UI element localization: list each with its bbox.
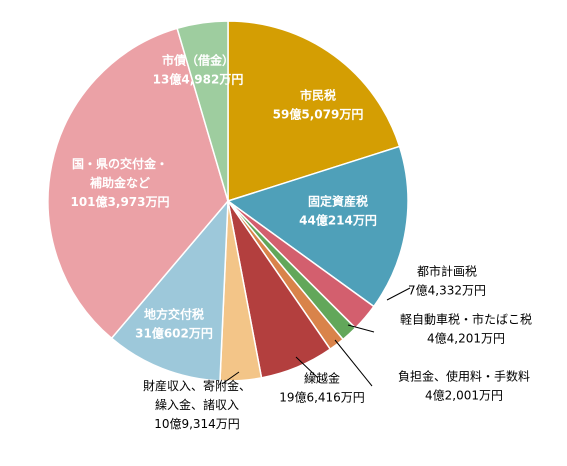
slice-name: 軽自動車税・市たばこ税	[400, 312, 532, 327]
slice-name: 固定資産税	[308, 194, 368, 209]
pie-slice	[47, 27, 229, 340]
slice-label: 市債（借金） 13億4,982万円	[153, 53, 244, 87]
slice-name: 財産収入、寄附金、	[143, 378, 251, 393]
leader-line	[334, 339, 373, 387]
slice-name: 補助金など	[89, 175, 150, 190]
slice-amount: 13億4,982万円	[153, 72, 244, 87]
slice-name: 繰越金	[304, 371, 340, 386]
leader-line	[221, 371, 240, 385]
slice-name: 繰入金、諸収入	[155, 397, 239, 412]
slice-amount: 4億4,201万円	[427, 332, 505, 346]
slice-name: 負担金、使用料・手数料	[398, 369, 530, 384]
leader-line	[295, 356, 319, 379]
slice-label: 財産収入、寄附金、繰入金、諸収入 10億9,314万円	[143, 378, 251, 431]
slice-label: 負担金、使用料・手数料 4億2,001万円	[398, 369, 530, 403]
slice-amount: 4億2,001万円	[425, 389, 503, 403]
slice-amount: 19億6,416万円	[279, 391, 365, 405]
slice-label: 固定資産税 44億214万円	[299, 194, 377, 228]
slice-amount: 101億3,973万円	[70, 194, 169, 209]
pie-slice	[227, 20, 401, 203]
pie-slice	[110, 198, 229, 382]
slice-label: 国・県の交付金・補助金など 101億3,973万円	[70, 156, 169, 209]
slice-name: 国・県の交付金・	[72, 156, 168, 171]
slice-name: 市債（借金）	[162, 53, 234, 68]
slice-label: 都市計画税 7億4,332万円	[408, 264, 486, 298]
slice-amount: 7億4,332万円	[408, 284, 486, 298]
slice-label: 地方交付税 31億602万円	[135, 307, 213, 341]
pie-slice	[176, 20, 229, 202]
slice-label: 市民税 59億5,079万円	[273, 88, 364, 122]
pie-slice	[226, 145, 409, 308]
slice-label: 軽自動車税・市たばこ税 4億4,201万円	[400, 312, 532, 346]
leader-line	[347, 324, 375, 333]
leader-line	[386, 287, 411, 301]
slice-amount: 10億9,314万円	[154, 417, 240, 431]
slice-amount: 44億214万円	[299, 213, 377, 228]
slice-label: 繰越金 19億6,416万円	[279, 371, 365, 405]
slice-name: 市民税	[300, 88, 336, 103]
slice-amount: 31億602万円	[135, 326, 213, 341]
slice-name: 都市計画税	[417, 264, 477, 279]
slice-amount: 59億5,079万円	[273, 107, 364, 122]
slice-name: 地方交付税	[144, 307, 204, 322]
